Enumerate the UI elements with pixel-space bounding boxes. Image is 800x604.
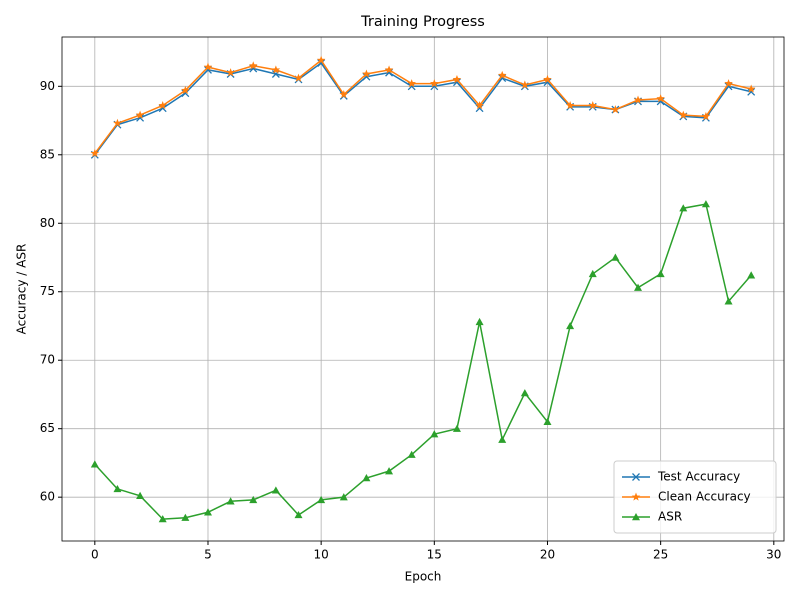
data-point <box>565 100 575 110</box>
data-point <box>407 450 416 458</box>
data-point <box>316 55 326 64</box>
data-point <box>158 100 167 110</box>
data-point <box>498 435 507 443</box>
data-point <box>520 389 529 397</box>
data-point <box>362 69 371 78</box>
data-point <box>158 515 167 523</box>
data-point <box>407 79 416 88</box>
y-tick-label: 85 <box>40 147 55 161</box>
data-point <box>679 110 688 119</box>
y-tick-label: 70 <box>40 353 55 367</box>
data-point <box>588 269 597 278</box>
data-point <box>430 79 439 88</box>
data-point <box>634 283 643 291</box>
data-point <box>339 90 349 99</box>
series-line <box>94 59 752 154</box>
data-point <box>747 271 756 279</box>
data-point <box>724 297 733 305</box>
legend-label: Clean Accuracy <box>658 490 751 504</box>
data-point <box>656 269 665 278</box>
data-point <box>181 513 190 521</box>
legend-marker <box>632 513 640 521</box>
data-point <box>294 510 303 519</box>
y-tick-label: 90 <box>40 79 55 93</box>
data-point <box>656 94 665 103</box>
data-point <box>113 484 122 493</box>
data-point <box>135 110 145 119</box>
data-point <box>384 65 394 74</box>
legend-label: Test Accuracy <box>657 470 740 484</box>
x-tick-label: 15 <box>427 548 442 562</box>
data-point <box>701 111 711 121</box>
series-line <box>94 203 752 520</box>
data-point <box>339 493 348 501</box>
x-tick-label: 20 <box>540 548 555 562</box>
data-point <box>701 200 710 208</box>
data-point <box>90 460 99 468</box>
data-point <box>633 95 643 104</box>
data-point <box>317 495 326 504</box>
y-tick-label: 80 <box>40 216 55 230</box>
plot-frame <box>61 36 785 542</box>
data-point <box>724 79 733 88</box>
x-tick-label: 5 <box>204 548 212 562</box>
data-point <box>181 89 190 98</box>
data-point <box>113 118 122 127</box>
data-point <box>136 491 145 500</box>
data-point <box>271 65 281 74</box>
data-point <box>248 61 258 70</box>
data-point <box>249 495 258 504</box>
data-point <box>475 100 484 110</box>
data-point <box>588 100 598 110</box>
data-point <box>452 74 462 84</box>
x-tick-label: 30 <box>766 548 781 562</box>
data-point <box>520 80 530 89</box>
data-point <box>679 204 688 212</box>
data-point <box>611 105 620 114</box>
x-tick-label: 25 <box>653 548 668 562</box>
data-point <box>430 430 439 438</box>
legend-label: ASR <box>658 510 682 524</box>
data-point <box>294 73 303 82</box>
y-tick-label: 60 <box>40 490 55 504</box>
data-point <box>226 68 235 77</box>
data-point <box>566 321 575 330</box>
data-point <box>362 72 371 81</box>
chart-title: Training Progress <box>360 14 485 30</box>
data-point <box>452 424 461 432</box>
y-axis-label: Accuracy / ASR <box>15 244 29 335</box>
data-point <box>747 87 756 96</box>
data-point <box>90 148 100 158</box>
data-point <box>543 74 552 84</box>
data-point <box>203 62 213 71</box>
data-point <box>497 70 507 79</box>
data-point <box>271 70 280 78</box>
data-point <box>317 59 326 67</box>
data-point <box>746 84 756 93</box>
x-axis-label: Epoch <box>405 570 442 584</box>
data-point <box>543 417 552 426</box>
data-point <box>226 497 235 505</box>
data-point <box>271 486 280 494</box>
data-point <box>385 467 394 475</box>
series-line <box>94 61 752 156</box>
data-point <box>475 104 484 113</box>
legend-box <box>613 460 777 534</box>
data-point <box>203 508 212 516</box>
data-point <box>475 317 484 326</box>
x-tick-label: 0 <box>91 548 99 562</box>
x-tick-label: 10 <box>314 548 329 562</box>
legend-marker <box>631 492 641 501</box>
y-tick-label: 75 <box>40 284 55 298</box>
legend-marker <box>632 473 640 481</box>
data-point <box>181 85 190 95</box>
y-tick-label: 65 <box>40 421 55 435</box>
legend: Test Accuracy Clean Accuracy ASR <box>613 460 777 534</box>
data-point <box>611 253 620 261</box>
data-point <box>362 474 371 482</box>
